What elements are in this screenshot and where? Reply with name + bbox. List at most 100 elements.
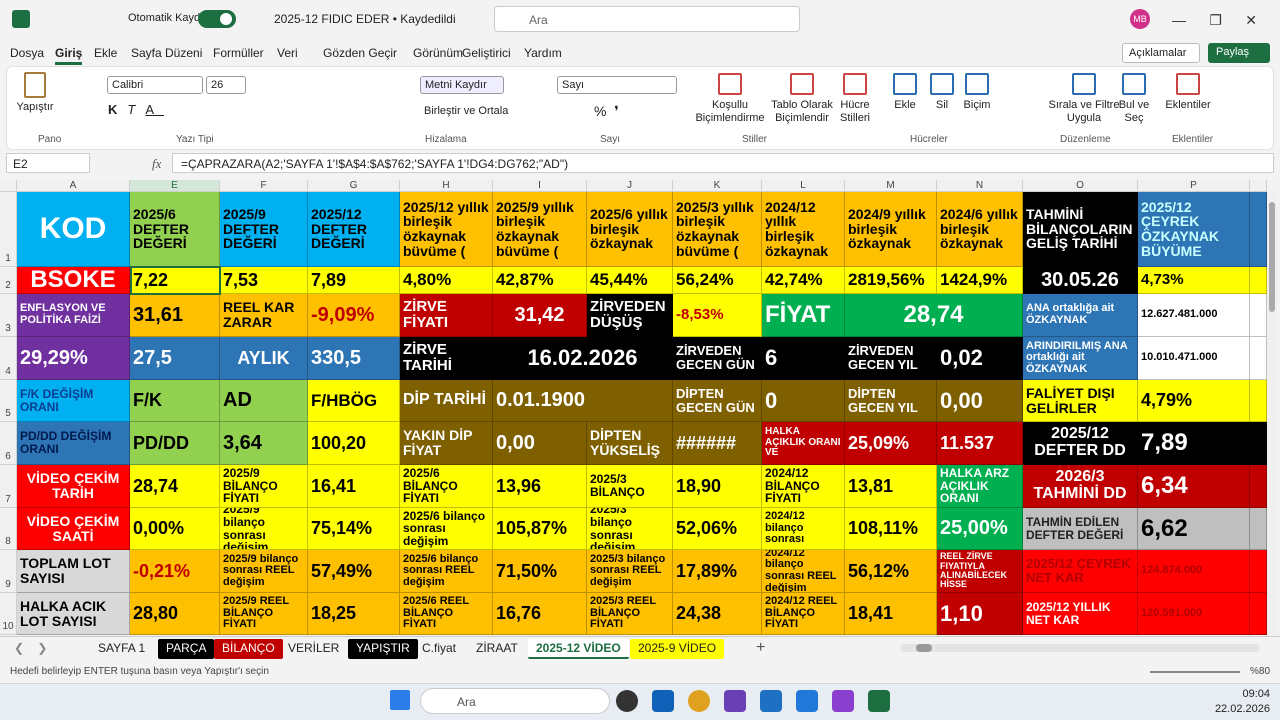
sheet-tab[interactable]: PARÇA <box>158 639 215 659</box>
cell[interactable]: 18,25 <box>308 593 400 635</box>
cell[interactable]: 11.537 <box>937 422 1023 465</box>
cell[interactable] <box>1250 294 1267 337</box>
column-header[interactable]: K <box>673 180 762 192</box>
search-box[interactable]: Ara <box>494 6 800 32</box>
horizontal-scrollbar[interactable] <box>900 644 1260 652</box>
cell[interactable]: ###### <box>673 422 762 465</box>
cell[interactable]: 330,5 <box>308 337 400 380</box>
cell[interactable] <box>1250 465 1267 508</box>
cell[interactable]: 2025/3 bilanço sonrası REEL değişim <box>587 550 673 593</box>
cell[interactable]: 2025/3 bilanço sonrası değişim <box>587 508 673 550</box>
cell[interactable]: 3,64 <box>220 422 308 465</box>
cell[interactable]: 2025/9 yıllık birleşik özkaynak büvüme ( <box>493 192 587 267</box>
ribbon-button[interactable]: Tablo Olarak Biçimlendir <box>771 99 833 125</box>
number-buttons[interactable]: % ❜ <box>594 103 619 119</box>
number-format[interactable]: Sayı <box>557 76 677 94</box>
cell[interactable]: 2025/12 DEFTER DD <box>1023 422 1138 465</box>
font-format-buttons[interactable]: KTA <box>108 102 165 117</box>
cell[interactable]: 2025/6 bilanço sonrası değişim <box>400 508 493 550</box>
cell[interactable]: ANA ortaklığa ait ÖZKAYNAK <box>1023 294 1138 337</box>
cell[interactable]: 12.627.481.000 <box>1138 294 1250 337</box>
ribbon-button[interactable]: Eklentiler <box>1165 99 1211 111</box>
cell[interactable]: AD <box>220 380 308 422</box>
cell[interactable]: 4,80% <box>400 267 493 294</box>
cell[interactable]: 2025/9 BİLANÇO FİYATI <box>220 465 308 508</box>
cell[interactable]: 2025/6 DEFTER DEĞERİ <box>130 192 220 267</box>
cell[interactable]: 13,96 <box>493 465 587 508</box>
ribbon-button[interactable]: Hücre Stilleri <box>840 99 870 125</box>
cell[interactable]: ENFLASYON VE POLİTİKA FAİZİ <box>17 294 130 337</box>
cell[interactable]: 10.010.471.000 <box>1138 337 1250 380</box>
cell[interactable]: 4,73% <box>1138 267 1250 294</box>
cell[interactable] <box>1250 337 1267 380</box>
wrap-text-button[interactable]: Metni Kaydır <box>420 76 504 94</box>
cell[interactable]: DİPTEN GECEN GÜN <box>673 380 762 422</box>
paste-button[interactable]: Yapıştır <box>16 101 54 113</box>
cell[interactable]: 100,20 <box>308 422 400 465</box>
cell[interactable]: 2024/12 REEL BİLANÇO FİYATI <box>762 593 845 635</box>
cell[interactable]: 57,49% <box>308 550 400 593</box>
menu-tab[interactable]: Görünüm <box>413 46 464 60</box>
cell[interactable]: 108,11% <box>845 508 937 550</box>
ribbon-icon[interactable] <box>718 73 742 95</box>
cell[interactable]: 2025/12 ÇEYREK NET KAR <box>1023 550 1138 593</box>
cell[interactable]: 25,00% <box>937 508 1023 550</box>
cell[interactable]: 52,06% <box>673 508 762 550</box>
cell[interactable]: VİDEO ÇEKİM TARİH <box>17 465 130 508</box>
column-header[interactable]: E <box>130 180 220 192</box>
cell[interactable]: 31,42 <box>493 294 587 337</box>
sheet-tab[interactable]: BİLANÇO <box>214 639 283 659</box>
font-name[interactable]: Calibri <box>107 76 203 94</box>
ribbon-icon[interactable] <box>930 73 954 95</box>
column-header[interactable]: N <box>937 180 1023 192</box>
cell[interactable]: 2025/12 yıllık birleşik özkaynak büvüme … <box>400 192 493 267</box>
cell[interactable]: F/K DEĞİŞİM ORANI <box>17 380 130 422</box>
column-header[interactable]: F <box>220 180 308 192</box>
cell[interactable]: 0,02 <box>937 337 1023 380</box>
cell[interactable]: 75,14% <box>308 508 400 550</box>
cell[interactable]: 2025/12 ÇEYREK ÖZKAYNAK BÜYÜME <box>1138 192 1250 267</box>
cell[interactable]: 0,00 <box>937 380 1023 422</box>
cell[interactable]: 2025/6 REEL BİLANÇO FİYATI <box>400 593 493 635</box>
cell[interactable]: FİYAT <box>762 294 845 337</box>
menu-tab[interactable]: Gözden Geçir <box>323 46 398 60</box>
start-button[interactable] <box>390 690 410 710</box>
cell[interactable]: 29,29% <box>17 337 130 380</box>
menu-tab[interactable]: Geliştirici <box>462 46 511 60</box>
ribbon-button[interactable]: Biçim <box>963 99 991 111</box>
sheet-tab[interactable]: 2025-9 VİDEO <box>630 639 725 659</box>
cell[interactable]: 1,10 <box>937 593 1023 635</box>
cell[interactable]: 2025/12 YILLIK NET KAR <box>1023 593 1138 635</box>
row-header[interactable]: 1 <box>0 192 17 267</box>
avatar[interactable]: MB <box>1130 9 1150 29</box>
cell[interactable]: 56,12% <box>845 550 937 593</box>
cell[interactable]: 2024/9 yıllık birleşik özkaynak <box>845 192 937 267</box>
ribbon-icon[interactable] <box>1122 73 1146 95</box>
cell[interactable]: DİP TARİHİ <box>400 380 493 422</box>
cell[interactable]: REEL KAR ZARAR <box>220 294 308 337</box>
sheet-tab[interactable]: ZİRAAT <box>476 641 518 655</box>
cell[interactable]: TOPLAM LOT SAYISI <box>17 550 130 593</box>
tab-nav[interactable]: ❮ ❯ <box>14 641 48 655</box>
sheet-tab[interactable]: YAPIŞTIR <box>348 639 418 659</box>
cell[interactable]: 30.05.26 <box>1023 267 1138 294</box>
cell[interactable]: -0,21% <box>130 550 220 593</box>
row-header[interactable]: 6 <box>0 422 17 465</box>
menu-tab[interactable]: Giriş <box>55 46 83 65</box>
column-header[interactable]: G <box>308 180 400 192</box>
menu-tab[interactable]: Yardım <box>524 46 562 60</box>
cell[interactable]: 28,74 <box>130 465 220 508</box>
cell[interactable]: 18,41 <box>845 593 937 635</box>
menu-tab[interactable]: Ekle <box>94 46 118 60</box>
taskbar-search[interactable]: Ara <box>420 688 610 714</box>
column-header[interactable]: I <box>493 180 587 192</box>
cell[interactable]: TAHMİNİ BİLANÇOLARIN GELİŞ TARİHİ <box>1023 192 1138 267</box>
row-header[interactable]: 9 <box>0 550 17 593</box>
cell[interactable]: 71,50% <box>493 550 587 593</box>
cell[interactable]: F/HBÖG <box>308 380 400 422</box>
cell[interactable]: YAKIN DİP FİYAT <box>400 422 493 465</box>
cell[interactable]: -9,09% <box>308 294 400 337</box>
cell[interactable]: 6 <box>762 337 845 380</box>
name-box[interactable]: E2 <box>6 153 90 173</box>
cell[interactable]: 16,76 <box>493 593 587 635</box>
